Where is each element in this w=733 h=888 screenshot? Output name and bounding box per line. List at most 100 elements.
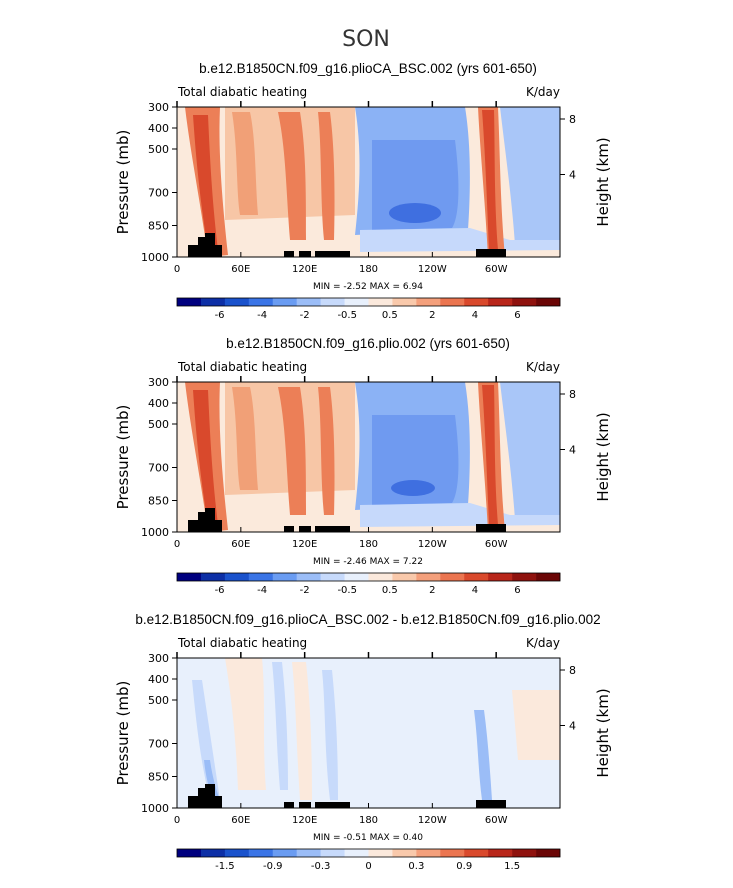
colorbar-swatch	[416, 849, 441, 857]
colorbar-swatch	[368, 298, 393, 306]
y-tick-label: 500	[148, 418, 169, 431]
colorbar-swatch	[416, 573, 441, 581]
colorbar-frame	[176, 848, 561, 858]
y-tick-label: 300	[148, 101, 169, 114]
x-tick-label: 0	[174, 815, 180, 826]
y-right-tick-label: 4	[569, 444, 576, 457]
colorbar-label: 6	[514, 310, 520, 321]
y-right-tick-label: 4	[569, 169, 576, 182]
colorbar-label: -4	[257, 310, 267, 321]
panel-3-ylabel: Pressure (mb)	[114, 681, 132, 786]
colorbar-label: -2	[300, 585, 310, 596]
panel-1-units: K/day	[526, 85, 560, 99]
colorbar-label: 0.5	[382, 310, 398, 321]
x-tick-label: 60W	[485, 539, 508, 550]
colorbar-swatch	[224, 849, 250, 857]
colorbar-swatch	[488, 298, 513, 306]
x-tick-label: 180	[359, 539, 378, 550]
colorbar-label: 2	[429, 585, 435, 596]
colorbar-swatch	[296, 573, 321, 581]
panel-1: b.e12.B1850CN.f09_g16.plioCA_BSC.002 (yr…	[114, 61, 612, 321]
panel-1-ylabel: Pressure (mb)	[114, 130, 132, 235]
y-right-tick-label: 8	[569, 664, 576, 677]
colorbar-swatch	[344, 573, 369, 581]
y-tick-label: 1000	[141, 802, 169, 815]
colorbar-swatch	[224, 298, 250, 306]
y-tick-label: 850	[148, 220, 169, 233]
x-tick-label: 120E	[292, 815, 317, 826]
colorbar-swatch	[440, 849, 465, 857]
panel-2-field	[177, 382, 560, 532]
colorbar-label: 6	[514, 585, 520, 596]
colorbar-swatch	[440, 298, 465, 306]
colorbar-swatch	[177, 298, 202, 306]
panel-2-axes: 0 60E 120E 180 120W 60W 300 400 500 700 850 1000 8 4	[141, 376, 576, 550]
x-tick-label: 120W	[418, 539, 447, 550]
colorbar-swatch	[200, 849, 226, 857]
colorbar-swatch	[440, 573, 465, 581]
y-tick-label: 700	[148, 738, 169, 751]
y-tick-label: 1000	[141, 526, 169, 539]
colorbar-label: -4	[257, 585, 267, 596]
colorbar-frame	[176, 572, 561, 582]
x-tick-label: 120E	[292, 539, 317, 550]
panel-3-colorbar: -1.5 -0.9 -0.3 0 0.3 0.9 1.5	[176, 848, 561, 872]
colorbar-swatch	[464, 849, 489, 857]
y-tick-label: 400	[148, 673, 169, 686]
panel-2-units: K/day	[526, 360, 560, 374]
colorbar-swatch	[272, 298, 297, 306]
panel-2-stats: MIN = -2.46 MAX = 7.22	[313, 557, 423, 567]
colorbar-swatch	[416, 298, 441, 306]
colorbar-label: 0	[365, 861, 371, 872]
colorbar-label: 0.3	[408, 861, 424, 872]
x-tick-label: 180	[359, 815, 378, 826]
colorbar-swatch	[272, 849, 297, 857]
colorbar-swatch	[248, 849, 274, 857]
panel-3-axes: 0 60E 120E 180 120W 60W 300 400 500 700 850 1000 8 4	[141, 652, 576, 826]
y-tick-label: 700	[148, 462, 169, 475]
colorbar-swatch	[464, 573, 489, 581]
y-tick-label: 1000	[141, 251, 169, 264]
panel-1-stats: MIN = -2.52 MAX = 6.94	[313, 282, 423, 292]
y-tick-label: 300	[148, 376, 169, 389]
panel-1-field	[177, 107, 560, 257]
colorbar-swatch	[392, 849, 417, 857]
colorbar-label: 0.5	[382, 585, 398, 596]
colorbar-swatch	[320, 298, 345, 306]
panel-2-title: b.e12.B1850CN.f09_g16.plio.002 (yrs 601-…	[226, 336, 510, 351]
colorbar-label: 4	[472, 310, 478, 321]
colorbar-swatch	[536, 298, 561, 306]
colorbar-swatch	[177, 849, 202, 857]
y-right-tick-label: 8	[569, 113, 576, 126]
panel-1-left-label: Total diabatic heating	[177, 85, 307, 99]
colorbar-swatch	[512, 573, 537, 581]
y-tick-label: 300	[148, 652, 169, 665]
y-tick-label: 500	[148, 143, 169, 156]
colorbar-swatch	[248, 298, 274, 306]
colorbar-swatch	[272, 573, 297, 581]
colorbar-swatch	[344, 298, 369, 306]
panel-2-ylabel: Pressure (mb)	[114, 405, 132, 510]
x-tick-label: 120E	[292, 264, 317, 275]
x-tick-label: 0	[174, 539, 180, 550]
colorbar-label: 4	[472, 585, 478, 596]
colorbar-swatch	[177, 573, 202, 581]
colorbar-swatch	[536, 573, 561, 581]
super-title: SON	[342, 27, 390, 52]
y-right-tick-label: 4	[569, 720, 576, 733]
panel-3: b.e12.B1850CN.f09_g16.plioCA_BSC.002 - b…	[114, 612, 612, 872]
panel-3-title: b.e12.B1850CN.f09_g16.plioCA_BSC.002 - b…	[135, 612, 600, 627]
colorbar-swatch	[320, 573, 345, 581]
colorbar-swatch	[224, 573, 250, 581]
panel-3-units: K/day	[526, 636, 560, 650]
panel-2-left-label: Total diabatic heating	[177, 360, 307, 374]
panel-3-field	[177, 658, 560, 808]
x-tick-label: 60E	[231, 539, 250, 550]
colorbar-swatch	[512, 849, 537, 857]
colorbar-swatch	[464, 298, 489, 306]
colorbar-label: -2	[300, 310, 310, 321]
colorbar-swatch	[320, 849, 345, 857]
y-tick-label: 700	[148, 187, 169, 200]
panel-3-ylabel-right: Height (km)	[594, 688, 612, 777]
colorbar-swatch	[536, 849, 561, 857]
